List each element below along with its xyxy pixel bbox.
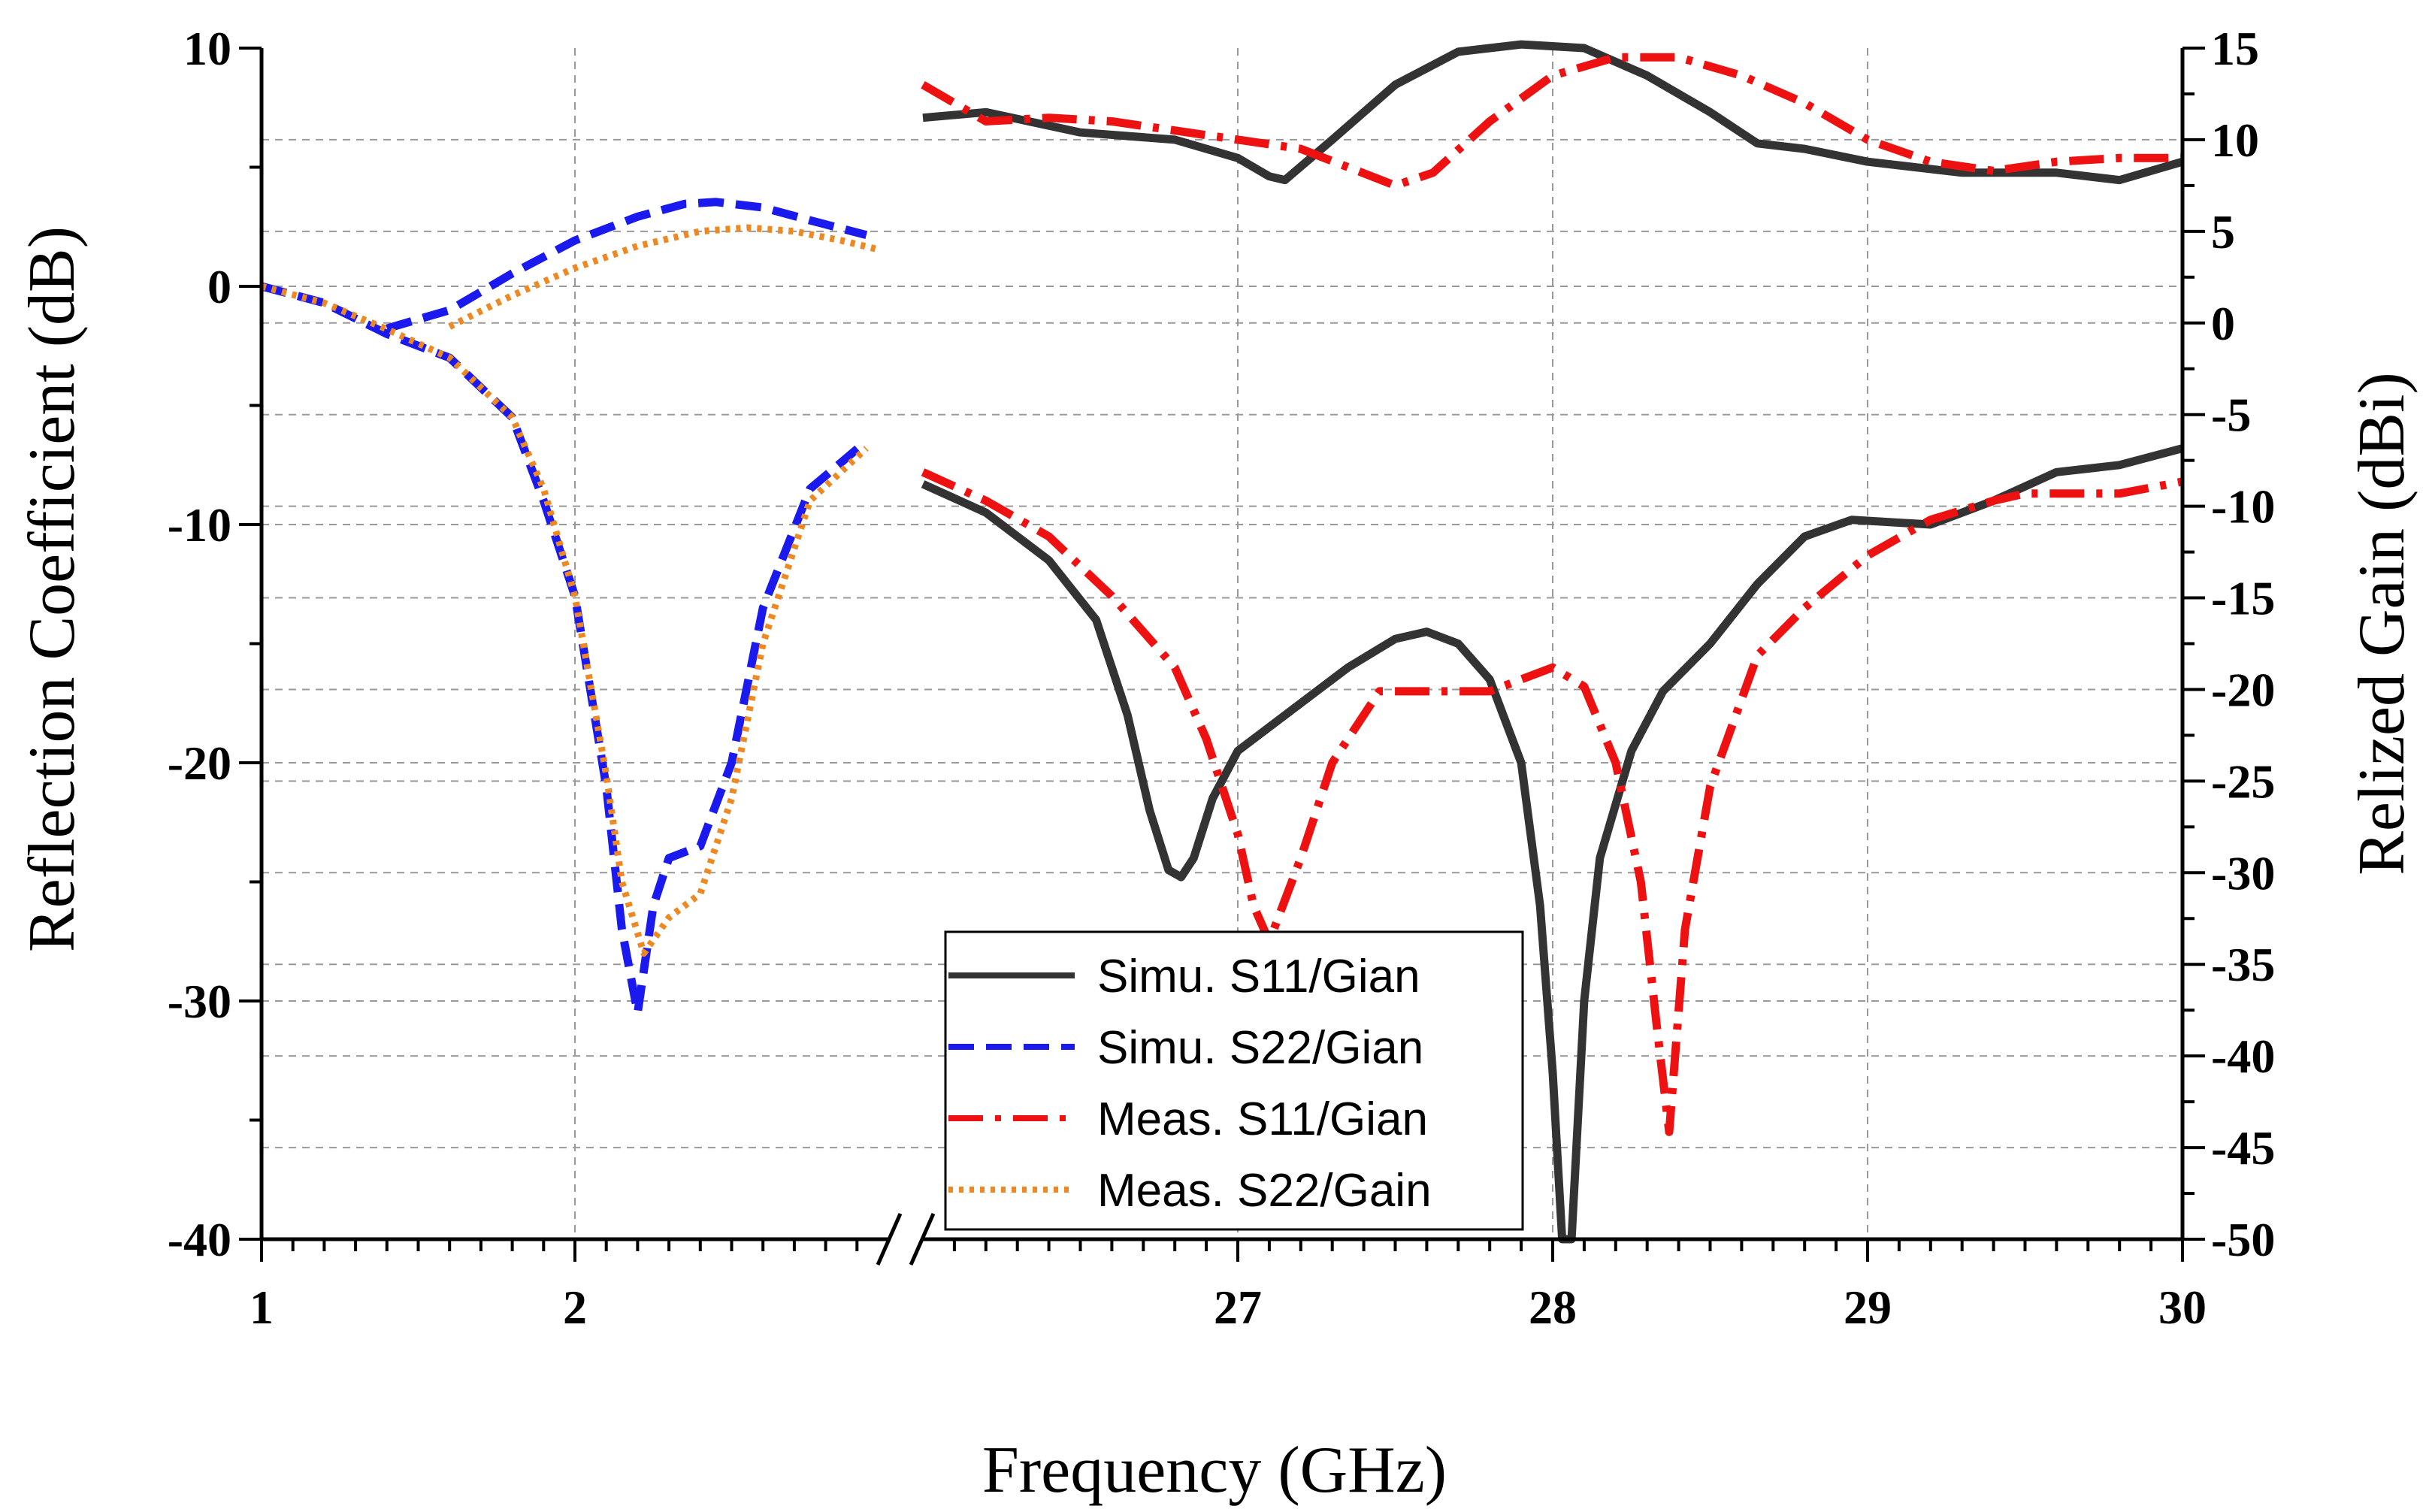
axis-break-mark xyxy=(909,1212,936,1266)
y-right-tick-label: 10 xyxy=(2211,113,2259,167)
y-right-tick-label: -25 xyxy=(2211,754,2275,808)
series-simu-s11-reflection xyxy=(921,444,2184,1244)
series-layer xyxy=(260,40,2184,1244)
y-axis-left-title: Reflection Coefficient (dB) xyxy=(16,226,89,952)
legend-label-meas-s11: Meas. S11/Gian xyxy=(1097,1093,1428,1145)
axis-break-mark xyxy=(876,1212,903,1266)
y-left-tick-label: 10 xyxy=(183,22,231,75)
x-axis-title: Frequency (GHz) xyxy=(982,1434,1447,1507)
series-meas-s11-gain xyxy=(921,53,2182,190)
y-right-tick-label: 0 xyxy=(2211,297,2235,350)
x-tick-label: 30 xyxy=(2158,1281,2207,1334)
y-left-tick-label: -10 xyxy=(168,498,231,552)
tick-labels: 10 0 -10 -20 -30 -40 15 10 5 0 -5 -10 -15 -20 -25 -30 -3… xyxy=(168,22,2276,1334)
series-simu-s11-gain xyxy=(922,40,2184,185)
y-right-tick-label: -40 xyxy=(2211,1030,2275,1083)
axes xyxy=(239,47,2205,1266)
y-right-tick-label: -20 xyxy=(2211,663,2275,716)
y-right-tick-label: -5 xyxy=(2211,389,2251,442)
x-tick-label: 2 xyxy=(563,1281,587,1334)
y-right-tick-label: -15 xyxy=(2211,572,2275,625)
x-tick-label: 28 xyxy=(1529,1281,1577,1334)
y-left-tick-label: -40 xyxy=(168,1213,231,1266)
y-right-tick-label: -50 xyxy=(2211,1213,2275,1266)
legend-box xyxy=(944,930,1524,1231)
series-simu-s22-reflection xyxy=(260,282,870,1018)
x-tick-label: 1 xyxy=(250,1281,274,1334)
legend-label-simu-s22: Simu. S22/Gian xyxy=(1097,1022,1423,1074)
y-right-tick-label: -30 xyxy=(2211,846,2275,900)
x-tick-label: 27 xyxy=(1214,1281,1262,1334)
y-left-tick-label: -20 xyxy=(168,736,231,790)
y-right-tick-label: -35 xyxy=(2211,938,2275,991)
y-left-tick-label: -30 xyxy=(168,975,231,1028)
y-right-tick-label: 5 xyxy=(2211,205,2235,259)
y-right-tick-label: -45 xyxy=(2211,1121,2275,1175)
series-meas-s22-reflection xyxy=(260,283,869,957)
legend-label-simu-s11: Simu. S11/Gian xyxy=(1097,951,1420,1002)
y-right-tick-label: 15 xyxy=(2211,22,2259,75)
series-meas-s11-reflection xyxy=(921,468,2184,1136)
y-left-tick-label: 0 xyxy=(207,260,231,313)
x-tick-label: 29 xyxy=(1844,1281,1892,1334)
legend-label-meas-s22: Meas. S22/Gain xyxy=(1097,1165,1432,1217)
series-simu-s22-gain xyxy=(386,198,868,333)
y-axis-right-title: Relized Gain (dBi) xyxy=(2346,372,2418,875)
y-right-tick-label: -10 xyxy=(2211,480,2275,534)
legend: Simu. S11/Gian Simu. S22/Gian Meas. S11/… xyxy=(944,930,1524,1231)
